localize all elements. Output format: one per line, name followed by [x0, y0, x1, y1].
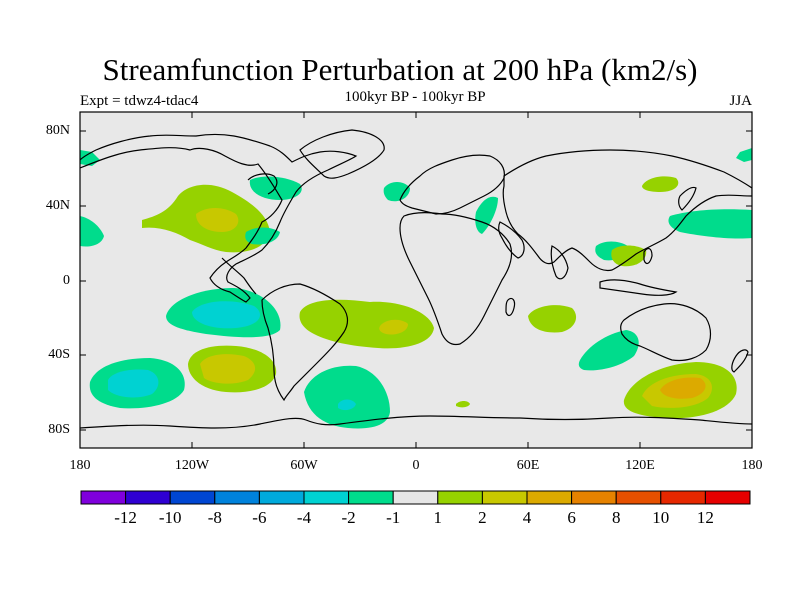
contour-pos2-se-pacific — [200, 354, 256, 384]
colorbar-swatch — [348, 490, 394, 505]
contour-neg1-hudson — [249, 176, 302, 200]
colorbar-swatch — [258, 490, 305, 505]
colorbar-label: -10 — [158, 508, 182, 527]
x-tick-label: 180 — [741, 458, 763, 473]
colorbar-label: 8 — [611, 508, 621, 527]
contour-neg1-north-pacific — [80, 216, 104, 247]
coastline-south-america — [261, 283, 349, 402]
experiment-label: Expt = tdwz4-tdac4 — [80, 93, 199, 109]
x-tick-label: 120E — [625, 458, 655, 473]
colorbar-label: -2 — [341, 508, 356, 527]
colorbar-swatch — [303, 490, 350, 505]
contour-pos1-indian-ocean — [528, 305, 577, 333]
colorbar-swatch — [660, 490, 706, 505]
colorbar-swatch — [80, 490, 127, 505]
contour-neg1-south-atlantic — [304, 365, 390, 429]
contour-pos3-south-indian — [660, 377, 706, 399]
colorbar-label: -8 — [207, 508, 222, 527]
coastline-greenland — [299, 129, 385, 179]
coastline-europe — [399, 154, 505, 215]
contour-pos2-south-atlantic — [379, 319, 408, 335]
y-tick-label: 80S — [48, 422, 70, 437]
coastlines — [80, 129, 752, 429]
contour-pos1-south-atlantic-small — [456, 401, 470, 408]
subtitle: 100kyr BP - 100kyr BP — [344, 89, 486, 105]
contour-pos1-east-asia — [642, 176, 679, 192]
colorbar-label: 2 — [478, 508, 487, 527]
coastline-indonesia — [599, 279, 678, 296]
season-label: JJA — [729, 93, 752, 109]
coastline-new-zealand — [731, 349, 749, 373]
coastline-africa — [399, 212, 513, 346]
colorbar-swatch — [125, 490, 171, 505]
contour-neg1-north-pacific-east — [668, 209, 752, 239]
colorbar-label: 10 — [652, 508, 670, 527]
coastline-madagascar — [505, 297, 516, 317]
coastline-antarctica — [80, 415, 752, 429]
contour-neg2-sw-pacific — [108, 369, 159, 398]
coastline-north-america — [80, 133, 358, 303]
y-tick-label: 80N — [45, 123, 70, 138]
coastline-central-america — [221, 257, 257, 295]
contour-neg1-arctic-east — [736, 148, 752, 162]
axis-ticks — [79, 112, 753, 448]
colorbar-label: 4 — [522, 508, 532, 527]
coastline-asia — [502, 149, 752, 272]
colorbar-label: 6 — [567, 508, 576, 527]
colorbar-swatch — [169, 490, 216, 505]
y-tick-label: 0 — [63, 273, 70, 288]
contour-fields — [80, 148, 752, 429]
coastline-hudson-bay — [247, 173, 278, 195]
coastline-india — [550, 245, 569, 280]
colorbar-label: -12 — [114, 508, 137, 527]
contour-neg1-us-east — [245, 227, 280, 245]
colorbar-label: -6 — [252, 508, 267, 527]
contour-neg2-south-atlantic — [338, 399, 356, 411]
contour-neg1-north-atlantic — [383, 182, 410, 202]
colorbar-label: 12 — [696, 508, 714, 527]
contour-pos1-south-china — [611, 245, 647, 267]
colorbar-swatch — [437, 490, 483, 505]
colorbar-swatch — [526, 490, 573, 505]
contour-neg1-mediterranean — [475, 196, 498, 234]
colorbar-label: -4 — [296, 508, 312, 527]
contour-neg1-australia — [578, 330, 639, 371]
y-tick-label: 40S — [48, 347, 70, 362]
x-tick-label: 180 — [69, 458, 91, 473]
x-tick-label: 60E — [516, 458, 540, 473]
colorbar-swatch — [571, 490, 617, 505]
coastline-australia — [620, 303, 712, 362]
colorbar-swatch — [481, 490, 528, 505]
colorbar-swatch — [214, 490, 260, 505]
y-tick-label: 40N — [45, 198, 70, 213]
contour-neg2-south-pacific — [192, 301, 260, 329]
colorbar — [80, 490, 751, 505]
colorbar-swatch — [392, 490, 439, 505]
coastline-japan — [678, 186, 697, 211]
x-tick-label: 120W — [174, 458, 210, 473]
x-tick-label: 0 — [412, 458, 420, 473]
x-tick-label: 60W — [290, 458, 318, 473]
coastline-philippines — [643, 247, 653, 265]
colorbar-label: -1 — [386, 508, 401, 527]
contour-pos1-south-atlantic — [299, 299, 434, 349]
colorbar-swatch — [615, 490, 662, 505]
coastline-arabia — [498, 221, 525, 259]
colorbar-label: 1 — [433, 508, 443, 527]
chart-title: Streamfunction Perturbation at 200 hPa (… — [102, 52, 698, 87]
colorbar-swatch — [704, 490, 751, 505]
contour-pos2-north-america — [196, 208, 239, 232]
